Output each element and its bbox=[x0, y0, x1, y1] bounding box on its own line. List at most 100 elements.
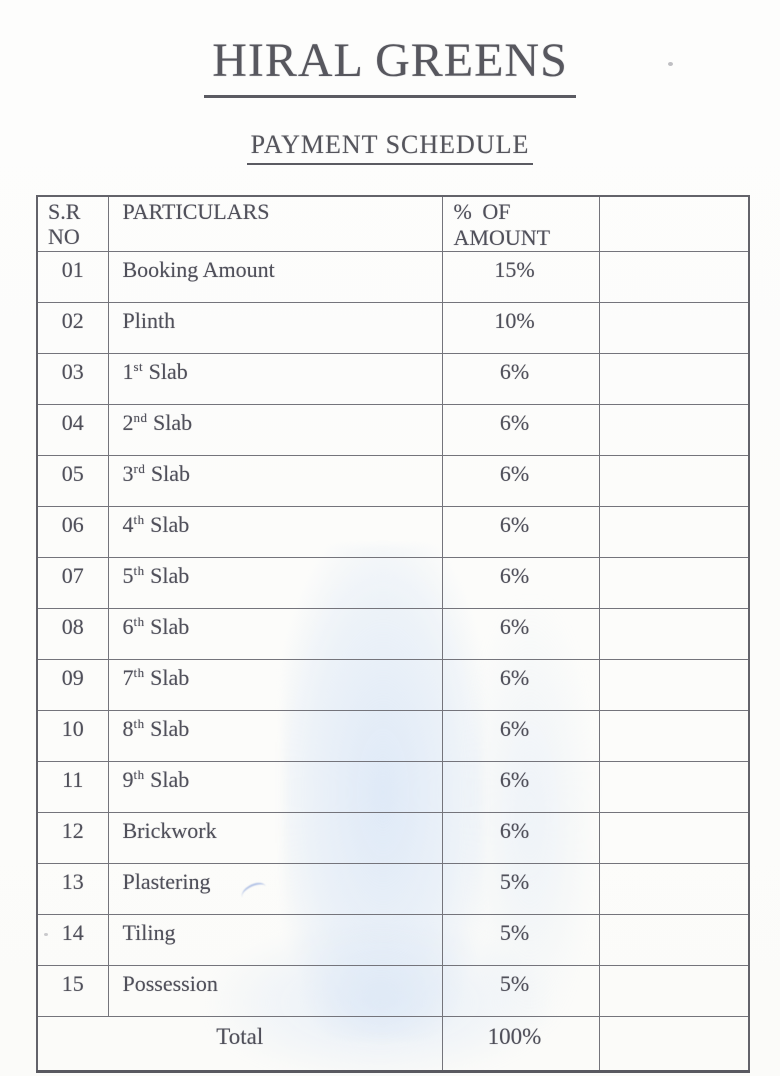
total-percent-cell: 100% bbox=[441, 1016, 600, 1072]
header-percent-line1: % OF bbox=[453, 199, 511, 224]
cell-empty bbox=[598, 251, 750, 303]
ordinal-suffix: th bbox=[133, 614, 145, 629]
header-particulars: PARTICULARS bbox=[107, 195, 443, 252]
header-percent-line2: AMOUNT bbox=[453, 225, 551, 250]
cell-particulars: 7th Slab bbox=[107, 659, 443, 711]
particulars-text: Plinth bbox=[122, 308, 176, 333]
cell-percent: 15% bbox=[441, 251, 600, 303]
cell-empty bbox=[598, 659, 750, 711]
ordinal-suffix: th bbox=[133, 512, 145, 527]
header-percent-of-amount: % OF AMOUNT bbox=[441, 195, 600, 252]
cell-percent: 6% bbox=[441, 710, 600, 762]
cell-sr-no: 15 bbox=[36, 965, 109, 1017]
cell-particulars: Booking Amount bbox=[107, 251, 443, 303]
table-row: 01 Booking Amount 15% bbox=[36, 251, 750, 303]
cell-sr-no: 04 bbox=[36, 404, 109, 456]
table-row: 05 3rd Slab 6% bbox=[36, 455, 750, 507]
cell-percent: 6% bbox=[441, 455, 600, 507]
cell-empty bbox=[598, 353, 750, 405]
table-row: 10 8th Slab 6% bbox=[36, 710, 750, 762]
table-row: 02 Plinth 10% bbox=[36, 302, 750, 354]
table-row: 13 Plastering 5% bbox=[36, 863, 750, 915]
cell-percent: 6% bbox=[441, 506, 600, 558]
cell-empty bbox=[598, 608, 750, 660]
ordinal-suffix: rd bbox=[133, 461, 146, 476]
header-empty bbox=[598, 195, 750, 252]
cell-particulars: Plinth bbox=[107, 302, 443, 354]
cell-percent: 10% bbox=[441, 302, 600, 354]
cell-empty bbox=[598, 965, 750, 1017]
ordinal-suffix: th bbox=[133, 563, 145, 578]
total-label-cell: Total bbox=[36, 1016, 443, 1072]
particulars-text: Slab bbox=[144, 512, 190, 537]
particulars-text: 7 bbox=[122, 665, 134, 690]
particulars-text: Slab bbox=[145, 461, 190, 486]
particulars-text: Slab bbox=[144, 614, 190, 639]
table-row: 14 Tiling 5% bbox=[36, 914, 750, 966]
cell-percent: 6% bbox=[441, 608, 600, 660]
particulars-text: 1 bbox=[122, 359, 134, 384]
cell-particulars: 5th Slab bbox=[107, 557, 443, 609]
particulars-text: Slab bbox=[144, 563, 190, 588]
cell-sr-no: 09 bbox=[36, 659, 109, 711]
table-row: 15 Possession 5% bbox=[36, 965, 750, 1017]
table-row: 09 7th Slab 6% bbox=[36, 659, 750, 711]
cell-percent: 5% bbox=[441, 914, 600, 966]
particulars-text: Brickwork bbox=[122, 818, 217, 843]
cell-percent: 6% bbox=[441, 761, 600, 813]
cell-sr-no: 10 bbox=[36, 710, 109, 762]
ordinal-suffix: th bbox=[133, 716, 145, 731]
header-sr-no: S.R NO bbox=[36, 195, 109, 252]
cell-sr-no: 08 bbox=[36, 608, 109, 660]
particulars-text: 9 bbox=[122, 767, 134, 792]
cell-sr-no: 05 bbox=[36, 455, 109, 507]
cell-empty bbox=[598, 557, 750, 609]
header-sr-line2: NO bbox=[48, 224, 80, 249]
table-header-row: S.R NO PARTICULARS % OF AMOUNT bbox=[36, 195, 750, 252]
ordinal-suffix: st bbox=[133, 359, 144, 374]
cell-percent: 5% bbox=[441, 965, 600, 1017]
cell-empty bbox=[598, 455, 750, 507]
cell-particulars: 1st Slab bbox=[107, 353, 443, 405]
particulars-text: 4 bbox=[122, 512, 134, 537]
cell-particulars: 3rd Slab bbox=[107, 455, 443, 507]
cell-empty bbox=[598, 302, 750, 354]
ordinal-suffix: th bbox=[133, 665, 145, 680]
cell-sr-no: 07 bbox=[36, 557, 109, 609]
cell-sr-no: 06 bbox=[36, 506, 109, 558]
document-subtitle: PAYMENT SCHEDULE bbox=[246, 130, 534, 165]
cell-percent: 5% bbox=[441, 863, 600, 915]
total-row: Total 100% bbox=[36, 1016, 750, 1072]
cell-particulars: Possession bbox=[107, 965, 443, 1017]
particulars-text: Tiling bbox=[122, 920, 176, 945]
cell-percent: 6% bbox=[441, 659, 600, 711]
particulars-text: 2 bbox=[122, 410, 134, 435]
particulars-text: 3 bbox=[122, 461, 134, 486]
particulars-text: Slab bbox=[144, 767, 190, 792]
table-row: 03 1st Slab 6% bbox=[36, 353, 750, 405]
header-sr-line1: S.R bbox=[48, 199, 81, 224]
cell-empty bbox=[598, 863, 750, 915]
particulars-text: Booking Amount bbox=[122, 257, 275, 282]
cell-percent: 6% bbox=[441, 353, 600, 405]
cell-particulars: 9th Slab bbox=[107, 761, 443, 813]
cell-empty bbox=[598, 1016, 750, 1072]
cell-sr-no: 14 bbox=[36, 914, 109, 966]
particulars-text: Slab bbox=[144, 716, 190, 741]
cell-percent: 6% bbox=[441, 557, 600, 609]
cell-sr-no: 01 bbox=[36, 251, 109, 303]
cell-percent: 6% bbox=[441, 812, 600, 864]
cell-sr-no: 12 bbox=[36, 812, 109, 864]
cell-empty bbox=[598, 506, 750, 558]
cell-particulars: Tiling bbox=[107, 914, 443, 966]
particulars-text: Possession bbox=[122, 971, 218, 996]
cell-particulars: 2nd Slab bbox=[107, 404, 443, 456]
cell-sr-no: 13 bbox=[36, 863, 109, 915]
particulars-text: 5 bbox=[122, 563, 134, 588]
cell-percent: 6% bbox=[441, 404, 600, 456]
cell-empty bbox=[598, 812, 750, 864]
cell-sr-no: 02 bbox=[36, 302, 109, 354]
payment-schedule-table: S.R NO PARTICULARS % OF AMOUNT 01 Booking … bbox=[36, 195, 750, 1073]
cell-empty bbox=[598, 914, 750, 966]
